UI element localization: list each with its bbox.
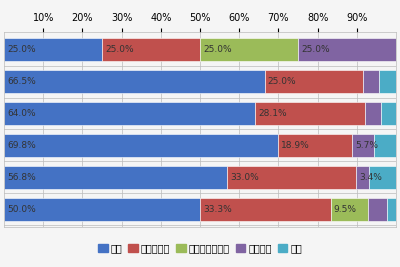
Text: 3.4%: 3.4% [359, 173, 382, 182]
Bar [4, 38, 102, 61]
Text: 50.0%: 50.0% [7, 205, 36, 214]
Bar [363, 70, 379, 93]
Legend: ある, すこしある, どちらでもない, ありない, ない: ある, すこしある, どちらでもない, ありない, ない [94, 239, 306, 257]
Bar [381, 102, 396, 125]
Bar [255, 102, 365, 125]
Bar [265, 70, 363, 93]
Bar [374, 134, 396, 157]
Text: 9.5%: 9.5% [334, 205, 357, 214]
Text: 25.0%: 25.0% [203, 45, 232, 54]
Text: 33.0%: 33.0% [230, 173, 258, 182]
Text: 64.0%: 64.0% [7, 109, 36, 118]
Bar [356, 166, 369, 189]
Bar [369, 166, 396, 189]
Text: 69.8%: 69.8% [7, 141, 36, 150]
Bar [227, 166, 356, 189]
Text: 25.0%: 25.0% [301, 45, 330, 54]
Bar [298, 38, 396, 61]
Bar [278, 134, 352, 157]
Text: 25.0%: 25.0% [105, 45, 134, 54]
Bar [365, 102, 381, 125]
Text: 5.7%: 5.7% [355, 141, 378, 150]
Bar [379, 70, 396, 93]
Bar [200, 38, 298, 61]
Bar [4, 166, 227, 189]
Bar [4, 70, 265, 93]
Bar [386, 198, 396, 221]
Text: 33.3%: 33.3% [203, 205, 232, 214]
Bar [4, 102, 255, 125]
Text: 28.1%: 28.1% [258, 109, 287, 118]
Bar [102, 38, 200, 61]
Bar [4, 198, 200, 221]
Text: 25.0%: 25.0% [7, 45, 36, 54]
Text: 56.8%: 56.8% [7, 173, 36, 182]
Bar [368, 198, 386, 221]
Bar [4, 134, 278, 157]
Bar [330, 198, 368, 221]
Text: 18.9%: 18.9% [281, 141, 310, 150]
Bar [200, 198, 330, 221]
Text: 25.0%: 25.0% [268, 77, 296, 86]
Bar [352, 134, 374, 157]
Text: 66.5%: 66.5% [7, 77, 36, 86]
